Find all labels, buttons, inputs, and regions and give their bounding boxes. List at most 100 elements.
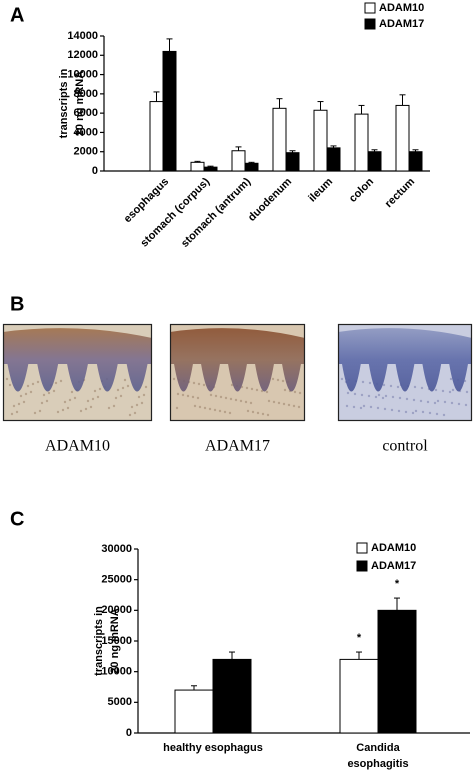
cell [140,401,144,405]
cell [98,387,102,391]
error-bar [358,104,365,115]
bar [377,609,417,734]
cell [228,411,232,415]
error-bar [194,160,201,163]
cell [135,403,139,407]
x-tick-label: stomach (corpus) [138,175,212,249]
y-tick-label: 5000 [108,696,132,708]
cell [119,394,123,398]
bar [190,161,205,172]
panel-label: B [10,293,24,315]
x-tick-label: ileum [306,176,335,205]
y-tick-label: 20000 [101,604,132,616]
cell [362,404,366,408]
panel-label: C [10,508,24,530]
cell [234,398,238,402]
cell [443,400,447,404]
cell [391,395,395,399]
legend-swatch [364,2,376,14]
cell [15,410,19,414]
significance-marker: * [395,578,400,590]
error-bar [356,651,362,660]
cell [186,394,190,398]
panel-label: A [10,4,24,26]
cell [271,377,275,381]
epithelium [3,328,152,392]
frame [169,323,306,422]
cell [419,399,423,403]
legend-swatch [356,542,368,554]
bar [339,658,379,734]
cell [433,401,437,405]
cell [218,409,222,413]
cell [197,382,201,386]
cell [12,404,16,408]
cell [441,389,445,393]
cell [192,381,196,385]
x-tick-label: rectum [383,176,418,211]
cell [40,401,44,405]
bar [244,162,259,172]
cell [107,406,111,410]
error-bar [235,146,242,151]
bar [212,658,252,734]
y-tick-label: 10000 [101,666,132,678]
cell [230,383,234,387]
y-axis-label: transcripts in [93,606,105,676]
legend-swatch [364,18,376,30]
cell [223,410,227,414]
cell [128,413,132,417]
cell [137,395,141,399]
cell [209,393,213,397]
cell [260,389,264,393]
frame [2,323,153,422]
cell [267,399,271,403]
cell [17,402,21,406]
cell [465,390,469,394]
epithelium [338,328,472,392]
error-bar [207,165,214,168]
y-tick-label: 6000 [74,107,98,119]
error-bar [317,101,324,111]
cell [191,395,195,399]
cell [376,406,380,410]
cell [428,411,432,415]
cell [56,410,60,414]
cell [282,402,286,406]
cell [368,381,372,385]
cell [389,384,393,388]
x-tick-label: healthy esophagus [163,742,263,754]
cell [413,385,417,389]
y-tick-label: 8000 [74,88,98,100]
cell [450,401,454,405]
cell [277,401,281,405]
cell [66,406,70,410]
cell [202,383,206,387]
cell [382,383,386,387]
cell [22,400,26,404]
cell [442,413,446,417]
cell [45,399,49,403]
bar [149,101,164,172]
cell [245,386,249,390]
cell [434,388,438,392]
error-bar [289,150,296,153]
cell [38,409,42,413]
cell [340,377,344,381]
cell [175,406,179,410]
cell [123,378,127,382]
cell [396,385,400,389]
error-bar [153,91,160,102]
y-tick-label: 4000 [74,126,98,138]
error-bar [412,149,419,152]
cell [346,391,350,395]
y-tick-label: 14000 [67,30,98,42]
cell [89,405,93,409]
cell [377,393,381,397]
cell [193,404,197,408]
micrograph [2,323,153,422]
y-tick-label: 0 [126,727,132,739]
cell [203,406,207,410]
cell [360,393,364,397]
cell [361,380,365,384]
